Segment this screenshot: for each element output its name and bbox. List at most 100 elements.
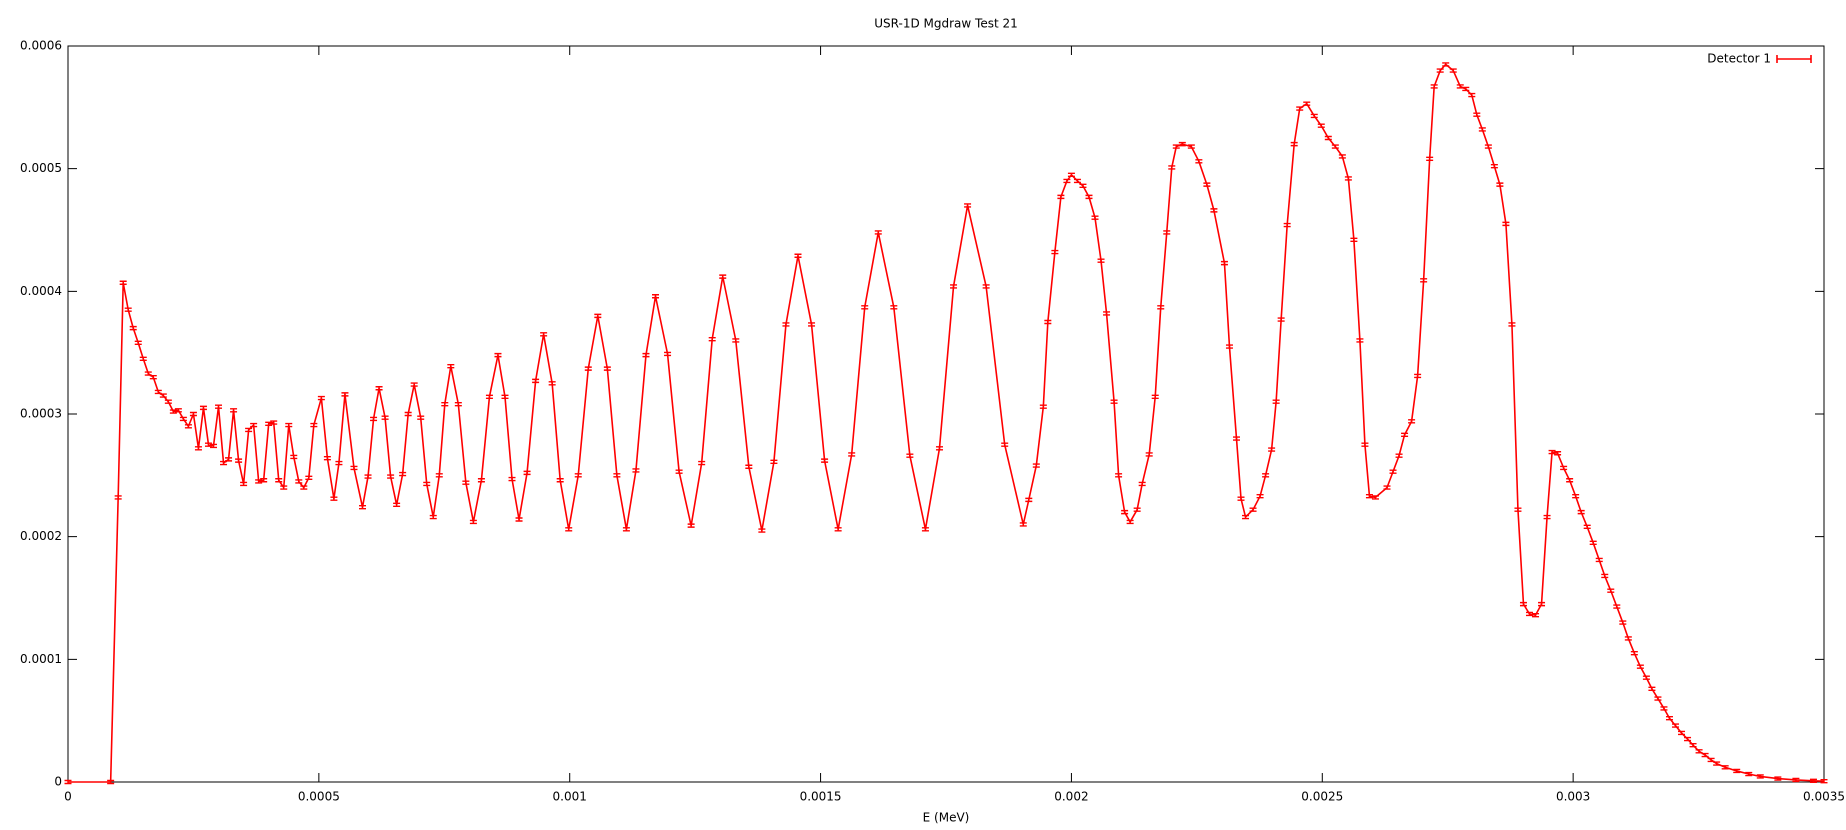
data-point <box>782 322 790 327</box>
data-point <box>1073 178 1081 184</box>
data-point <box>1538 601 1546 607</box>
data-point <box>220 460 228 466</box>
data-point <box>1678 730 1686 736</box>
data-point <box>982 284 990 289</box>
data-point <box>1365 493 1373 499</box>
data-point <box>861 305 869 310</box>
data-point <box>1039 404 1047 409</box>
data-point <box>1310 113 1318 119</box>
data-point <box>1121 509 1129 515</box>
data-point <box>1091 215 1099 220</box>
data-point <box>1272 399 1280 404</box>
data-point <box>1436 68 1444 73</box>
data-point <box>1110 399 1118 404</box>
data-point <box>1630 651 1638 656</box>
data-point <box>169 409 177 414</box>
data-point <box>745 464 753 469</box>
data-point <box>1543 514 1551 520</box>
data-point <box>508 476 516 482</box>
data-point <box>114 495 122 500</box>
data-point <box>1361 442 1369 447</box>
data-point <box>159 393 167 398</box>
data-point <box>1420 278 1428 283</box>
data-point <box>890 305 898 310</box>
data-point <box>1684 736 1692 742</box>
data-point <box>1636 664 1644 669</box>
data-point <box>310 422 318 428</box>
y-tick-label: 0.0002 <box>20 529 62 543</box>
data-point <box>1442 62 1450 67</box>
data-point <box>341 392 349 397</box>
data-point <box>1103 311 1111 316</box>
x-tick-label: 0.0035 <box>1803 790 1845 804</box>
data-point <box>1577 509 1585 515</box>
data-point <box>1514 507 1522 512</box>
data-point <box>1344 176 1352 181</box>
data-point <box>399 471 407 477</box>
data-point <box>225 457 233 462</box>
data-point <box>404 411 412 417</box>
y-tick-label: 0.0005 <box>20 161 62 175</box>
data-point <box>1019 522 1027 527</box>
data-point <box>1138 481 1146 487</box>
data-point <box>1648 686 1656 691</box>
data-point <box>240 481 248 487</box>
data-point <box>107 779 115 785</box>
data-point <box>1032 463 1040 468</box>
data-point <box>134 340 142 346</box>
data-point <box>1126 519 1134 525</box>
data-point <box>230 408 238 413</box>
data-point <box>1242 514 1250 520</box>
data-point <box>245 427 253 433</box>
data-point <box>494 352 502 358</box>
data-point <box>1619 620 1627 625</box>
data-point <box>1163 230 1171 235</box>
data-point <box>1689 743 1697 748</box>
data-point <box>194 446 202 451</box>
data-point <box>1713 761 1721 766</box>
data-point <box>1079 183 1087 189</box>
data-point <box>556 478 564 483</box>
data-point <box>235 458 243 463</box>
y-tick-label: 0.0003 <box>20 407 62 421</box>
legend-label: Detector 1 <box>1707 52 1771 66</box>
data-point <box>1115 473 1123 478</box>
data-point <box>1268 447 1276 452</box>
data-point <box>1809 778 1817 783</box>
data-point <box>215 404 223 409</box>
data-point <box>305 475 313 480</box>
data-point <box>381 415 389 420</box>
data-point <box>964 203 972 208</box>
data-point <box>1145 452 1153 457</box>
data-point <box>204 442 212 447</box>
data-point <box>1220 260 1228 266</box>
data-point <box>921 527 929 532</box>
chart-title: USR-1D Mgdraw Test 21 <box>874 17 1018 31</box>
data-point <box>184 424 192 429</box>
data-point <box>1468 92 1476 98</box>
data-point <box>1490 164 1498 169</box>
data-point <box>1414 373 1422 379</box>
data-point <box>935 446 943 451</box>
data-point <box>1324 135 1332 141</box>
data-point <box>1484 144 1492 149</box>
data-point <box>441 401 449 407</box>
data-point <box>1721 765 1729 770</box>
data-point <box>323 455 331 461</box>
data-point <box>199 405 207 411</box>
data-point <box>1642 675 1650 680</box>
data-point <box>462 480 470 485</box>
data-point <box>295 479 303 484</box>
data-point <box>469 519 477 525</box>
data-point <box>1203 182 1211 187</box>
data-point <box>675 469 683 474</box>
data-point <box>260 478 268 483</box>
x-tick-label: 0.0015 <box>800 790 842 804</box>
data-point <box>1408 419 1416 424</box>
data-point <box>708 336 716 342</box>
data-point <box>1383 485 1391 490</box>
data-point <box>1256 493 1264 499</box>
data-point <box>501 394 509 400</box>
data-point <box>129 325 137 331</box>
